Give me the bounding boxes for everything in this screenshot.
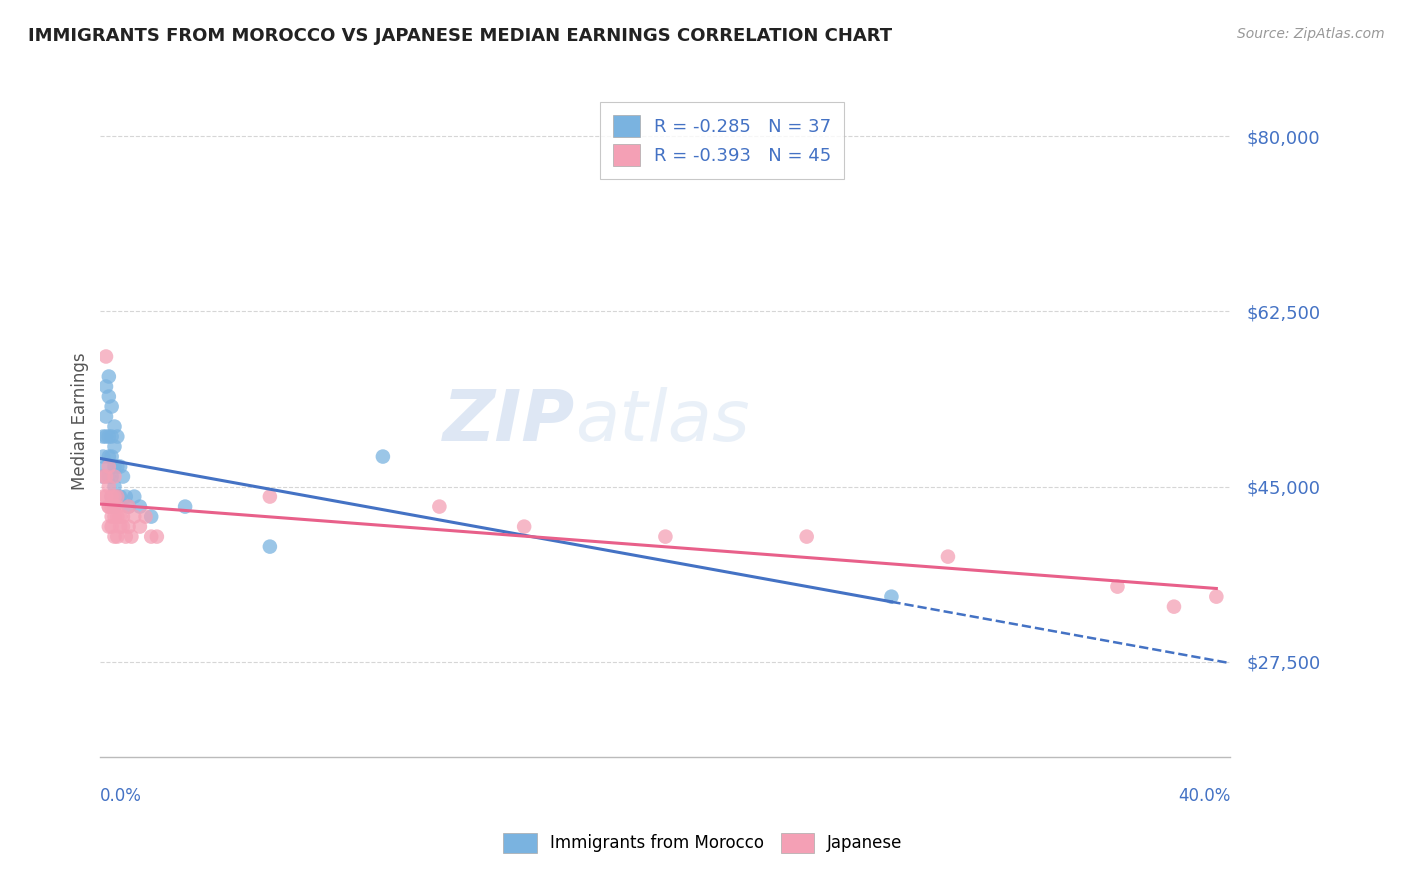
Point [259, 490, 281, 504]
Point [105, 429, 128, 443]
Point [97, 519, 120, 533]
Point [94, 409, 117, 424]
Point [117, 500, 139, 514]
Point [100, 500, 122, 514]
Point [103, 469, 125, 483]
Point [91, 469, 114, 483]
Point [94, 429, 117, 443]
Point [103, 479, 125, 493]
Point [513, 519, 536, 533]
Point [105, 459, 128, 474]
Point [135, 509, 157, 524]
Point [97, 469, 120, 483]
Point [120, 530, 142, 544]
Text: atlas: atlas [575, 387, 749, 456]
Point [105, 509, 128, 524]
Point [94, 459, 117, 474]
Point [259, 540, 281, 554]
Point [91, 490, 114, 504]
Point [103, 490, 125, 504]
Point [103, 500, 125, 514]
Point [97, 459, 120, 474]
Point [111, 469, 134, 483]
Point [100, 400, 122, 414]
Point [796, 530, 818, 544]
Point [654, 530, 676, 544]
Point [429, 500, 451, 514]
Point [97, 390, 120, 404]
Y-axis label: Median Earnings: Median Earnings [72, 352, 89, 491]
Point [94, 379, 117, 393]
Point [91, 469, 114, 483]
Point [146, 530, 169, 544]
Point [108, 509, 131, 524]
Point [371, 450, 394, 464]
Point [108, 490, 131, 504]
Point [1205, 590, 1227, 604]
Point [100, 450, 122, 464]
Point [122, 509, 145, 524]
Text: IMMIGRANTS FROM MOROCCO VS JAPANESE MEDIAN EARNINGS CORRELATION CHART: IMMIGRANTS FROM MOROCCO VS JAPANESE MEDI… [28, 27, 893, 45]
Point [105, 500, 128, 514]
Point [103, 419, 125, 434]
Point [936, 549, 959, 564]
Legend: Immigrants from Morocco, Japanese: Immigrants from Morocco, Japanese [495, 824, 911, 862]
Point [111, 509, 134, 524]
Text: Source: ZipAtlas.com: Source: ZipAtlas.com [1237, 27, 1385, 41]
Point [117, 519, 139, 533]
Point [97, 479, 120, 493]
Point [103, 459, 125, 474]
Point [117, 500, 139, 514]
Point [100, 519, 122, 533]
Point [103, 440, 125, 454]
Text: 40.0%: 40.0% [1178, 787, 1230, 805]
Point [97, 500, 120, 514]
Point [97, 429, 120, 443]
Point [100, 429, 122, 443]
Point [122, 490, 145, 504]
Point [100, 490, 122, 504]
Point [105, 530, 128, 544]
Point [91, 429, 114, 443]
Point [103, 500, 125, 514]
Point [141, 509, 163, 524]
Point [129, 519, 152, 533]
Point [103, 530, 125, 544]
Point [103, 509, 125, 524]
Point [94, 490, 117, 504]
Point [100, 490, 122, 504]
Point [100, 469, 122, 483]
Text: ZIP: ZIP [443, 387, 575, 456]
Legend: R = -0.285   N = 37, R = -0.393   N = 45: R = -0.285 N = 37, R = -0.393 N = 45 [600, 102, 844, 178]
Point [94, 350, 117, 364]
Point [114, 530, 136, 544]
Point [880, 590, 903, 604]
Point [108, 459, 131, 474]
Point [1107, 580, 1129, 594]
Point [174, 500, 197, 514]
Point [141, 530, 163, 544]
Point [114, 490, 136, 504]
Point [111, 519, 134, 533]
Point [97, 500, 120, 514]
Point [105, 490, 128, 504]
Point [100, 509, 122, 524]
Point [105, 490, 128, 504]
Point [1163, 599, 1185, 614]
Point [97, 369, 120, 384]
Point [108, 519, 131, 533]
Point [97, 450, 120, 464]
Point [129, 500, 152, 514]
Point [91, 450, 114, 464]
Point [94, 469, 117, 483]
Text: 0.0%: 0.0% [100, 787, 142, 805]
